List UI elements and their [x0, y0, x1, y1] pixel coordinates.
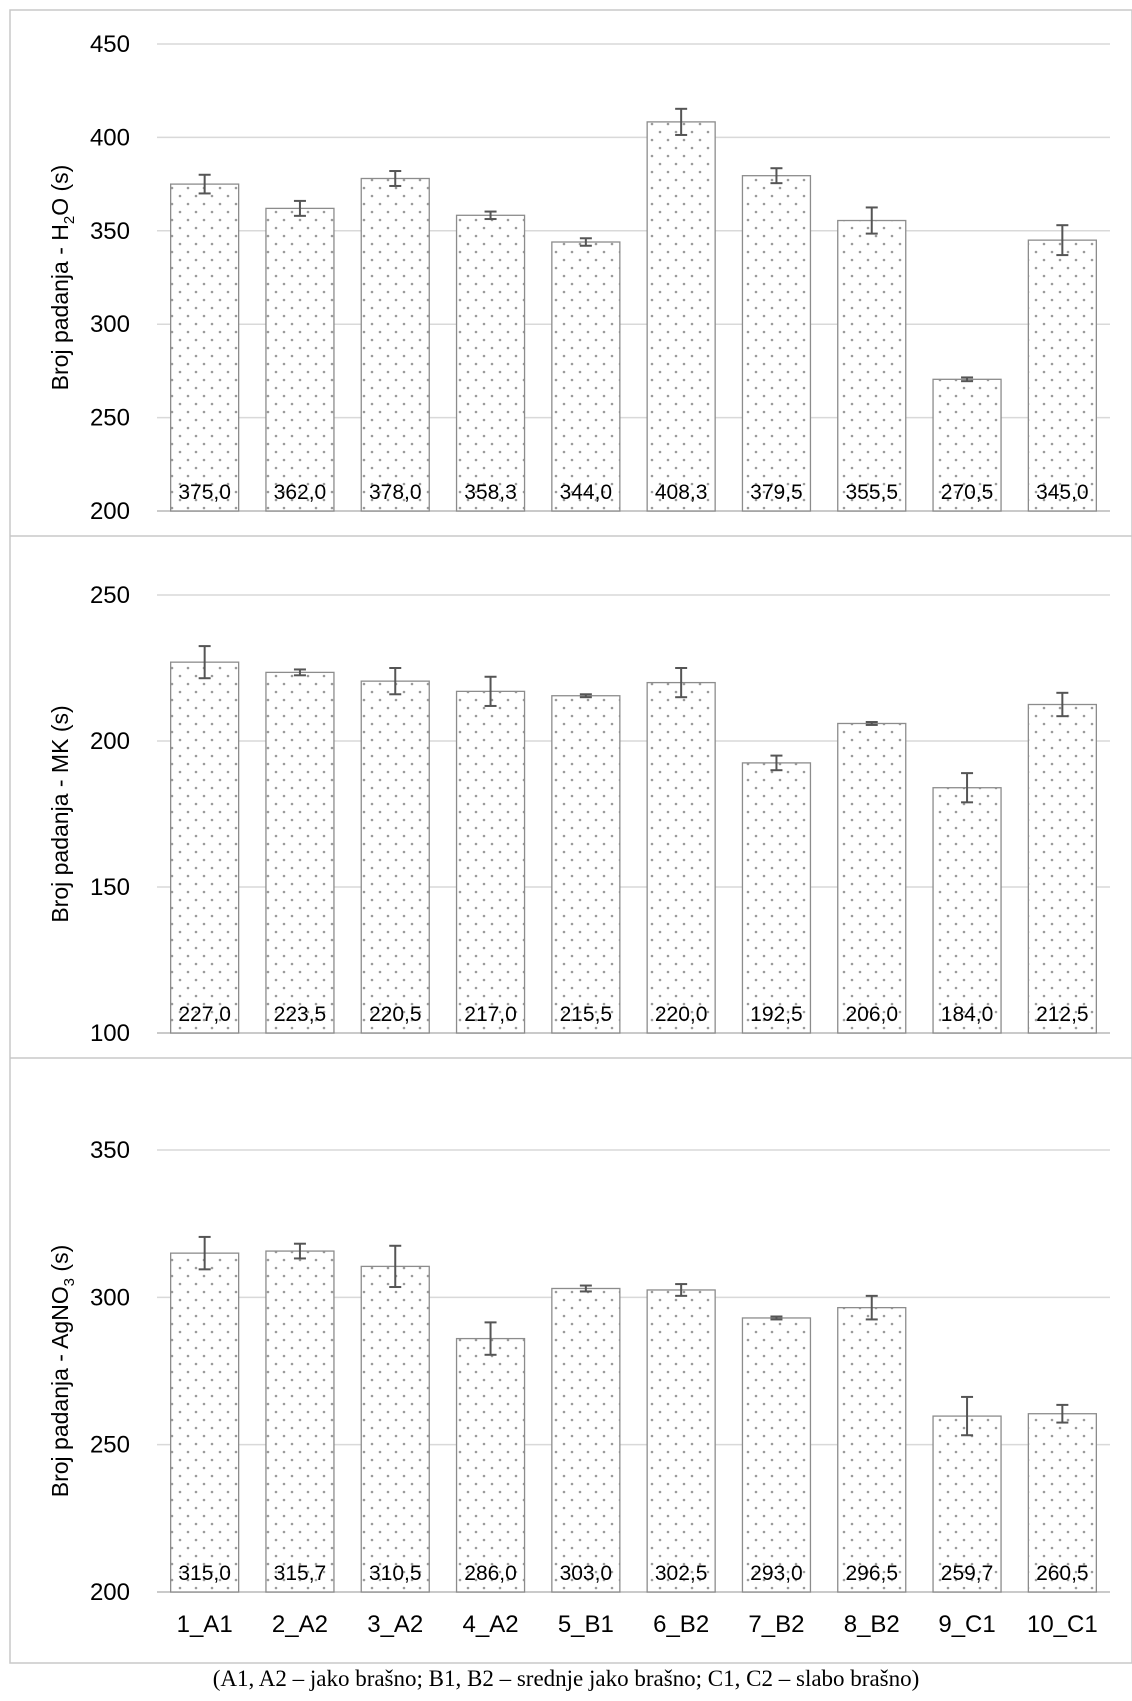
- y-axis-label: Broj padanja - MK (s): [47, 705, 73, 922]
- data-label: 227,0: [178, 1003, 231, 1026]
- y-tick-label: 250: [90, 582, 130, 609]
- data-label: 362,0: [274, 481, 327, 504]
- bar: [169, 183, 240, 512]
- y-tick-label: 150: [90, 874, 130, 901]
- y-axis-label-main: Broj padanja - AgNO: [47, 1286, 73, 1497]
- data-label: 215,5: [560, 1003, 613, 1026]
- bar: [360, 177, 430, 512]
- data-label: 303,0: [560, 1562, 613, 1585]
- chart-panel-3: 200 250 300 350 Broj padanja - AgNO3 (s) 315,…: [47, 1137, 1110, 1638]
- bar: [551, 695, 621, 1034]
- data-label: 220,5: [369, 1003, 422, 1026]
- bar: [741, 175, 812, 512]
- y-tick-label: 300: [90, 1284, 130, 1311]
- data-label: 212,5: [1036, 1003, 1089, 1026]
- y-axis-label-end: O (s): [47, 165, 73, 216]
- data-label: 260,5: [1036, 1562, 1089, 1585]
- y-axis-label-main: Broj padanja - H: [47, 224, 73, 390]
- bar: [265, 207, 335, 512]
- x-tick-label: 6_B2: [653, 1611, 709, 1638]
- data-label: 286,0: [464, 1562, 517, 1585]
- y-tick-label: 200: [90, 498, 130, 525]
- y-axis-label-subscript: 2: [61, 216, 78, 224]
- x-tick-label: 10_C1: [1027, 1611, 1098, 1638]
- y-tick-label: 200: [90, 1579, 130, 1606]
- bar: [932, 787, 1002, 1034]
- data-label: 344,0: [560, 481, 613, 504]
- bar: [360, 680, 430, 1034]
- bar: [169, 1252, 240, 1593]
- y-tick-label: 200: [90, 728, 130, 755]
- data-label: 310,5: [369, 1562, 422, 1585]
- data-label: 223,5: [274, 1003, 327, 1026]
- chart-panel-2: 100 150 200 250 Broj padanja - MK (s) 227,0 22…: [47, 582, 1110, 1047]
- data-label: 345,0: [1036, 481, 1089, 504]
- bar: [360, 1265, 430, 1593]
- bar: [551, 241, 621, 512]
- data-label: 408,3: [655, 481, 708, 504]
- bar: [741, 1317, 812, 1593]
- bar: [1027, 239, 1097, 512]
- bar: [837, 1306, 907, 1593]
- data-label: 192,5: [750, 1003, 803, 1026]
- data-label: 259,7: [941, 1562, 994, 1585]
- y-tick-label: 400: [90, 124, 130, 151]
- bar: [646, 1289, 716, 1593]
- y-axis-label: Broj padanja - AgNO3 (s): [47, 1245, 78, 1498]
- data-label: 296,5: [845, 1562, 898, 1585]
- x-tick-label: 5_B1: [558, 1611, 614, 1638]
- y-tick-label: 250: [90, 405, 130, 432]
- bar: [741, 762, 812, 1034]
- y-tick-label: 350: [90, 218, 130, 245]
- bar: [455, 1337, 526, 1593]
- data-label: 315,0: [178, 1562, 231, 1585]
- y-tick-label: 350: [90, 1137, 130, 1164]
- y-axis-label-end: (s): [47, 1245, 73, 1278]
- bar: [1027, 703, 1097, 1034]
- bar: [837, 219, 907, 512]
- x-tick-label: 1_A1: [177, 1611, 233, 1638]
- data-label: 217,0: [464, 1003, 517, 1026]
- bar: [455, 690, 526, 1034]
- x-tick-label: 4_A2: [463, 1611, 519, 1638]
- figure-caption: (A1, A2 – jako brašno; B1, B2 – srednje …: [212, 1666, 920, 1691]
- data-label: 206,0: [845, 1003, 898, 1026]
- bar: [169, 661, 240, 1034]
- bar: [551, 1287, 621, 1593]
- y-tick-label: 300: [90, 311, 130, 338]
- y-axis-label-subscript: 3: [61, 1278, 78, 1286]
- x-tick-label: 3_A2: [367, 1611, 423, 1638]
- bar: [646, 121, 716, 512]
- data-label: 315,7: [274, 1562, 327, 1585]
- bar: [837, 722, 907, 1034]
- bar: [455, 214, 526, 512]
- x-tick-label: 9_C1: [938, 1611, 995, 1638]
- figure-border: [9, 9, 1132, 1664]
- y-tick-label: 250: [90, 1432, 130, 1459]
- data-label: 270,5: [941, 481, 994, 504]
- data-label: 379,5: [750, 481, 803, 504]
- bar: [646, 681, 716, 1034]
- chart-panel-1: 200 250 300 350 400 450 Broj padanja - H2O (s)…: [47, 31, 1110, 525]
- data-label: 358,3: [464, 481, 517, 504]
- data-label: 220,0: [655, 1003, 708, 1026]
- data-label: 375,0: [178, 481, 231, 504]
- data-label: 293,0: [750, 1562, 803, 1585]
- bar: [265, 1250, 335, 1593]
- data-label: 302,5: [655, 1562, 708, 1585]
- x-tick-label: 2_A2: [272, 1611, 328, 1638]
- data-label: 184,0: [941, 1003, 994, 1026]
- data-label: 355,5: [845, 481, 898, 504]
- bar: [265, 671, 335, 1034]
- y-tick-label: 100: [90, 1020, 130, 1047]
- x-tick-label: 7_B2: [748, 1611, 804, 1638]
- data-label: 378,0: [369, 481, 422, 504]
- bar: [932, 1415, 1002, 1593]
- x-tick-label: 8_B2: [844, 1611, 900, 1638]
- y-axis-label: Broj padanja - H2O (s): [47, 165, 78, 391]
- y-tick-label: 450: [90, 31, 130, 58]
